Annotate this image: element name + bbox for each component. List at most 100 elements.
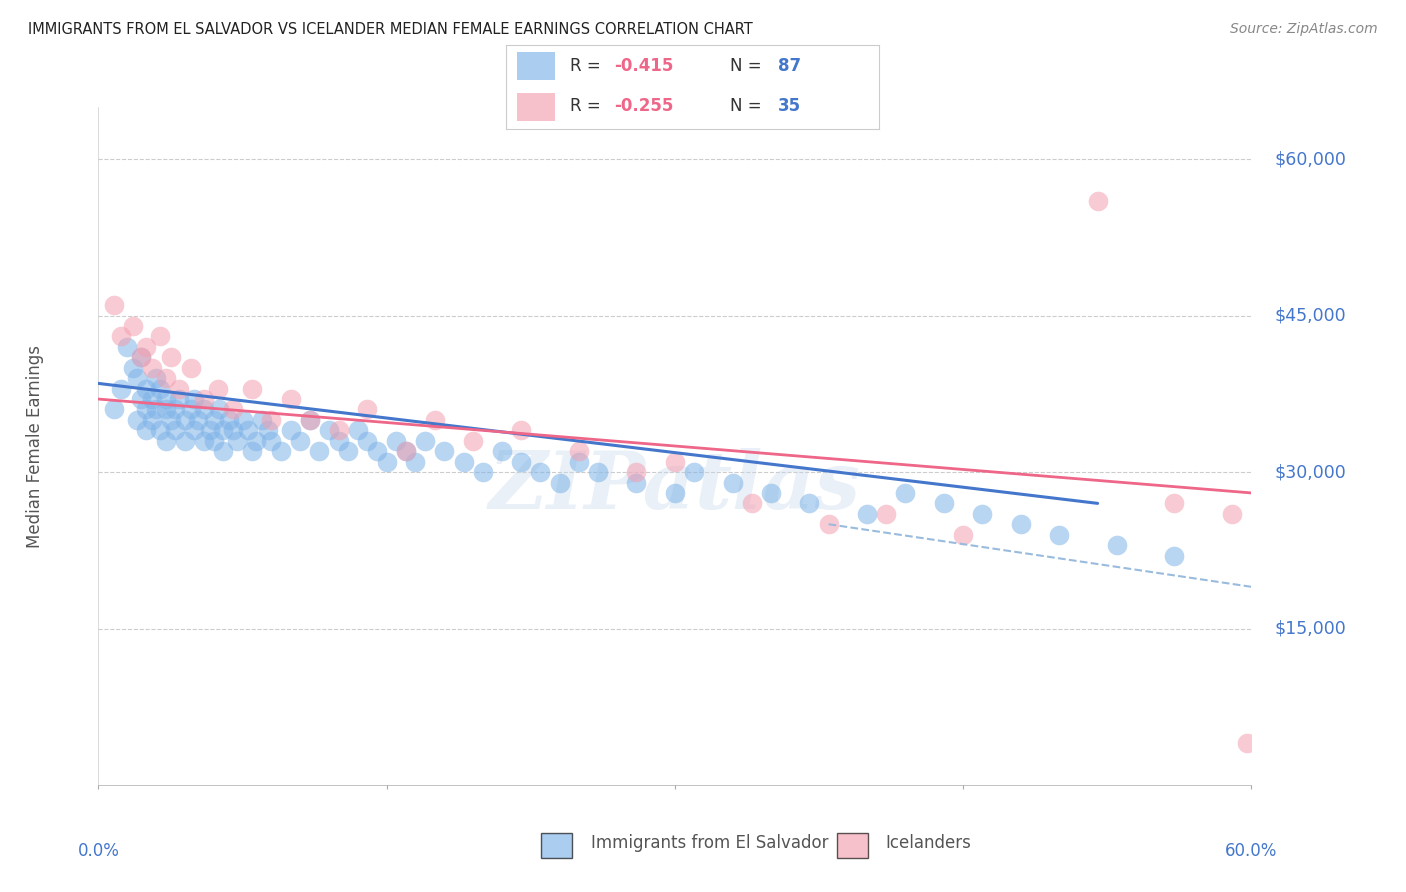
Point <box>103 298 125 312</box>
Text: 0.0%: 0.0% <box>77 842 120 860</box>
Point <box>149 423 172 437</box>
Point <box>664 455 686 469</box>
Point <box>160 351 183 365</box>
Point <box>799 496 821 510</box>
Text: -0.255: -0.255 <box>614 97 673 115</box>
Point <box>231 413 254 427</box>
Point <box>250 413 273 427</box>
Point <box>240 444 263 458</box>
Point <box>212 444 235 458</box>
Point <box>183 392 205 406</box>
Point <box>141 360 163 375</box>
Point <box>385 434 408 448</box>
Point <box>122 360 145 375</box>
Point <box>129 351 152 365</box>
Point <box>1220 507 1243 521</box>
Point <box>165 402 187 417</box>
Point <box>1105 538 1128 552</box>
Text: 60.0%: 60.0% <box>1225 842 1278 860</box>
Text: R =: R = <box>569 97 606 115</box>
Point <box>238 423 260 437</box>
Point <box>135 423 157 437</box>
Point <box>167 382 190 396</box>
Text: N =: N = <box>730 97 766 115</box>
Point <box>187 413 209 427</box>
Point <box>110 382 132 396</box>
Point <box>568 444 591 458</box>
Point <box>193 434 215 448</box>
Point <box>932 496 955 510</box>
Point <box>510 455 533 469</box>
Point <box>141 413 163 427</box>
Point <box>165 423 187 437</box>
Point <box>972 507 994 521</box>
Text: N =: N = <box>730 57 766 75</box>
Point <box>155 371 177 385</box>
Point <box>129 392 152 406</box>
Point <box>222 402 245 417</box>
Point <box>135 402 157 417</box>
Point <box>856 507 879 521</box>
Point <box>135 340 157 354</box>
Point <box>125 413 148 427</box>
Point <box>225 434 247 448</box>
Point <box>145 371 167 385</box>
Point <box>135 382 157 396</box>
Point <box>149 329 172 343</box>
Point <box>894 486 917 500</box>
Text: Source: ZipAtlas.com: Source: ZipAtlas.com <box>1230 22 1378 37</box>
Point <box>1163 496 1185 510</box>
Point <box>626 465 648 479</box>
Point <box>337 444 360 458</box>
Point <box>298 413 321 427</box>
Point <box>1047 527 1070 541</box>
Point <box>202 413 225 427</box>
Text: IMMIGRANTS FROM EL SALVADOR VS ICELANDER MEDIAN FEMALE EARNINGS CORRELATION CHAR: IMMIGRANTS FROM EL SALVADOR VS ICELANDER… <box>28 22 752 37</box>
Point <box>1010 517 1032 532</box>
Text: $45,000: $45,000 <box>1274 307 1346 325</box>
Point <box>145 402 167 417</box>
Point <box>183 423 205 437</box>
Point <box>1087 194 1109 208</box>
Point <box>212 423 235 437</box>
Point <box>356 434 378 448</box>
Point <box>626 475 648 490</box>
Point <box>298 413 321 427</box>
Point <box>155 434 177 448</box>
Point <box>683 465 706 479</box>
Point <box>875 507 897 521</box>
Point <box>208 402 231 417</box>
Point <box>103 402 125 417</box>
Point <box>174 413 197 427</box>
Text: 35: 35 <box>778 97 801 115</box>
Bar <box>517 53 554 80</box>
Point <box>180 360 202 375</box>
Point <box>202 434 225 448</box>
Point <box>256 423 278 437</box>
Point <box>741 496 763 510</box>
Text: R =: R = <box>569 57 606 75</box>
Point <box>245 434 267 448</box>
Point <box>471 465 494 479</box>
Point <box>240 382 263 396</box>
Point <box>568 455 591 469</box>
Point <box>1236 736 1258 750</box>
Bar <box>517 93 554 120</box>
Point <box>117 340 138 354</box>
Point <box>110 329 132 343</box>
Point <box>664 486 686 500</box>
Text: Icelanders: Icelanders <box>886 834 972 852</box>
Point <box>328 434 350 448</box>
Point <box>529 465 551 479</box>
Point <box>423 413 446 427</box>
Point <box>218 413 240 427</box>
Point <box>328 423 350 437</box>
Point <box>180 402 202 417</box>
Text: Median Female Earnings: Median Female Earnings <box>25 344 44 548</box>
Point <box>174 434 197 448</box>
Point <box>395 444 418 458</box>
Point <box>413 434 436 448</box>
Point <box>395 444 418 458</box>
Text: Immigrants from El Salvador: Immigrants from El Salvador <box>591 834 828 852</box>
Point <box>308 444 330 458</box>
